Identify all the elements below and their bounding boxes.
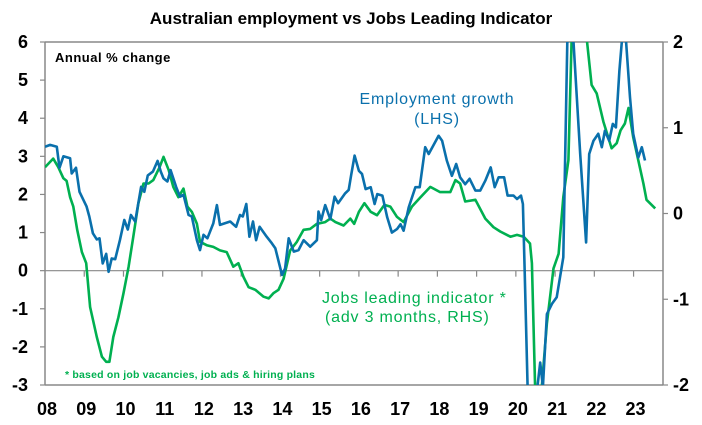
x-tick-label: 21 [547,399,567,419]
y-left-tick-label: 4 [18,108,28,128]
x-tick-label: 23 [626,399,646,419]
y-right-tick-label: -1 [673,289,689,309]
y-left-tick-label: 2 [18,184,28,204]
x-tick-label: 20 [508,399,528,419]
x-tick-label: 13 [233,399,253,419]
y-left-tick-label: 0 [18,261,28,281]
legend-label-jli-line1: Jobs leading indicator * [322,290,507,307]
y-right-tick-label: -2 [673,375,689,395]
y-right-tick-label: 2 [673,32,683,52]
series-line-employment-growth [45,42,647,385]
legend-label-jli-line2: (adv 3 months, RHS) [325,309,490,326]
y-left-tick-label: 3 [18,146,28,166]
x-tick-label: 08 [37,399,57,419]
y-left-tick-label: 1 [18,223,28,243]
x-tick-label: 15 [312,399,332,419]
x-tick-label: 14 [272,399,292,419]
chart-title: Australian employment vs Jobs Leading In… [150,9,553,28]
y-left-tick-label: -3 [12,375,28,395]
x-tick-label: 22 [586,399,606,419]
y-left-tick-label: 6 [18,32,28,52]
units-note: Annual % change [55,50,171,65]
x-tick-label: 19 [469,399,489,419]
y-left-tick-label: -1 [12,299,28,319]
x-tick-label: 18 [429,399,449,419]
footnote: * based on job vacancies, job ads & hiri… [65,369,315,381]
x-tick-label: 12 [194,399,214,419]
legend-label-employment-line1: Employment growth [360,91,515,108]
legend-label-employment-line2: (LHS) [414,111,460,128]
y-right-tick-label: 0 [673,204,683,224]
x-tick-label: 10 [115,399,135,419]
x-tick-label: 11 [155,399,174,419]
y-right-tick-label: 1 [673,118,683,138]
x-tick-label: 16 [351,399,371,419]
series-line-jobs-leading-indicator [45,42,657,385]
x-tick-label: 17 [390,399,410,419]
x-tick-label: 09 [76,399,96,419]
y-left-tick-label: 5 [18,70,28,90]
y-left-tick-label: -2 [12,337,28,357]
